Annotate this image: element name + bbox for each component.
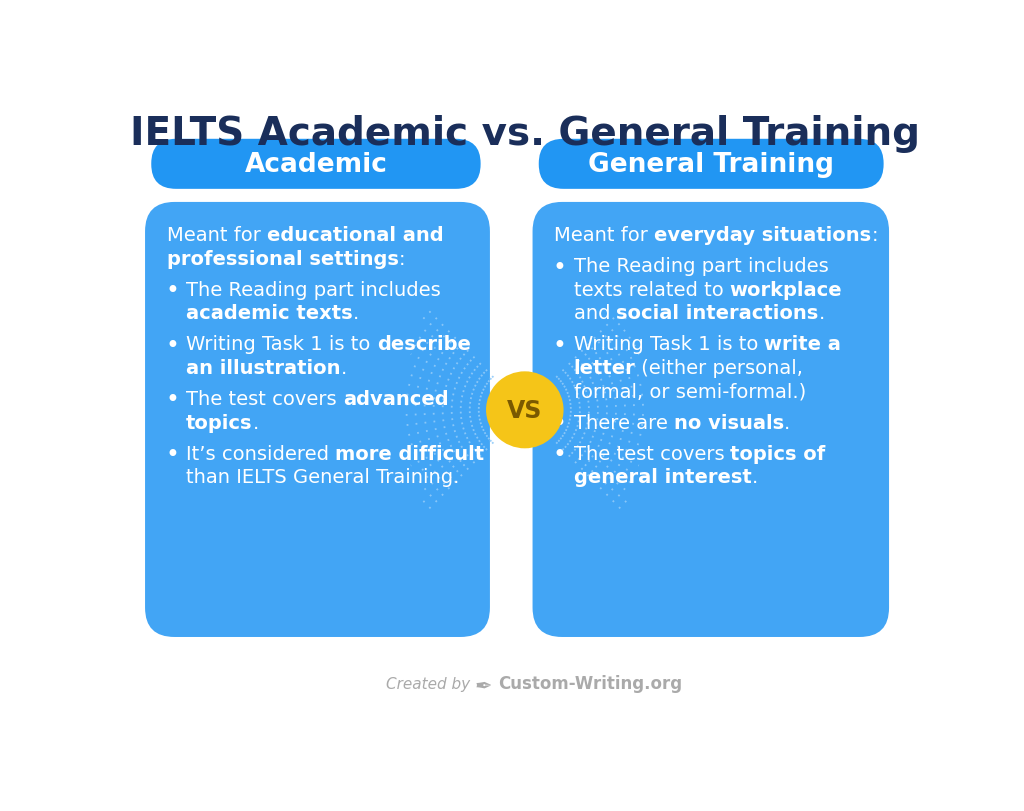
Text: and: and [573, 304, 616, 323]
Text: (either personal,: (either personal, [635, 358, 803, 377]
Text: Writing Task 1 is to: Writing Task 1 is to [573, 335, 764, 354]
Text: an illustration: an illustration [186, 358, 341, 377]
Text: •: • [165, 443, 179, 466]
Text: social interactions: social interactions [616, 304, 818, 323]
Text: •: • [553, 411, 566, 436]
Text: more difficult: more difficult [336, 444, 484, 463]
FancyBboxPatch shape [152, 139, 480, 190]
Text: letter: letter [573, 358, 635, 377]
Text: Writing Task 1 is to: Writing Task 1 is to [186, 335, 377, 354]
Text: texts related to: texts related to [573, 281, 730, 299]
Text: •: • [553, 443, 566, 466]
Text: General Training: General Training [588, 152, 835, 178]
Text: The Reading part includes: The Reading part includes [186, 281, 441, 299]
Text: Created by: Created by [386, 676, 471, 691]
Text: .: . [253, 413, 259, 432]
Text: IELTS Academic vs. General Training: IELTS Academic vs. General Training [130, 114, 920, 152]
Text: topics of: topics of [730, 444, 825, 463]
Circle shape [486, 372, 563, 448]
Text: everyday situations: everyday situations [654, 225, 871, 245]
Text: Custom-Writing.org: Custom-Writing.org [499, 675, 683, 693]
Text: Academic: Academic [245, 152, 387, 178]
Text: topics: topics [186, 413, 253, 432]
Text: academic texts: academic texts [186, 304, 352, 323]
Text: general interest: general interest [573, 468, 752, 487]
Text: .: . [341, 358, 347, 377]
Text: write a: write a [764, 335, 841, 354]
Text: .: . [352, 304, 359, 323]
Text: The test covers: The test covers [573, 444, 730, 463]
Text: describe: describe [377, 335, 471, 354]
Text: .: . [784, 413, 791, 432]
FancyBboxPatch shape [145, 203, 489, 637]
Text: no visuals: no visuals [674, 413, 784, 432]
Text: VS: VS [507, 398, 543, 423]
Text: The Reading part includes: The Reading part includes [573, 257, 828, 276]
Text: :: : [871, 225, 878, 245]
Text: ✒: ✒ [474, 676, 492, 696]
FancyBboxPatch shape [539, 139, 884, 190]
Text: formal, or semi-formal.): formal, or semi-formal.) [573, 382, 806, 401]
Text: .: . [752, 468, 758, 487]
Text: •: • [165, 333, 179, 358]
Text: There are: There are [573, 413, 674, 432]
Text: professional settings: professional settings [167, 249, 398, 268]
Text: .: . [818, 304, 825, 323]
Text: It’s considered: It’s considered [186, 444, 336, 463]
Text: educational and: educational and [267, 225, 443, 245]
Text: than IELTS General Training.: than IELTS General Training. [186, 468, 460, 487]
Text: •: • [553, 333, 566, 358]
FancyBboxPatch shape [532, 203, 889, 637]
Text: •: • [165, 388, 179, 412]
Text: The test covers: The test covers [186, 389, 343, 409]
Text: •: • [553, 255, 566, 279]
Text: :: : [398, 249, 406, 268]
Text: workplace: workplace [730, 281, 843, 299]
Text: Meant for: Meant for [554, 225, 654, 245]
Text: Meant for: Meant for [167, 225, 267, 245]
Text: advanced: advanced [343, 389, 449, 409]
Text: •: • [165, 279, 179, 303]
